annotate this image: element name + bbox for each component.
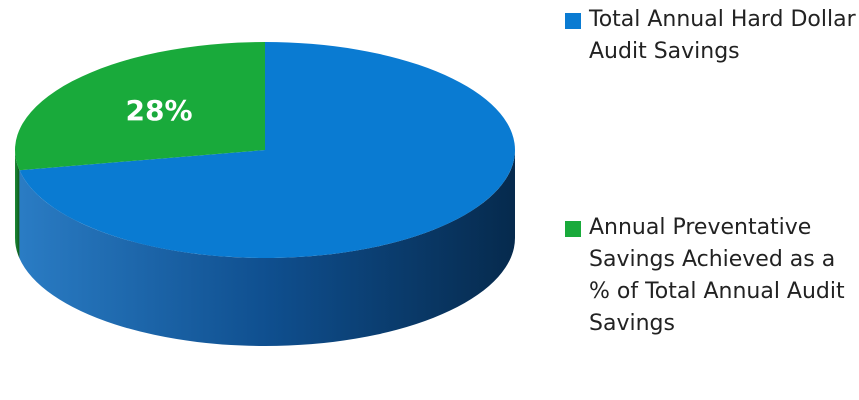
legend-label: Total Annual Hard Dollar Audit Savings [589,7,856,64]
legend-item: Total Annual Hard Dollar Audit Savings [565,4,857,68]
legend-swatch [565,221,581,237]
legend-label: Annual Preventative Savings Achieved as … [589,215,845,336]
data-label: 28% [126,94,193,127]
pie-side [19,150,516,347]
legend-item: Annual Preventative Savings Achieved as … [565,212,857,340]
pie-slice [19,42,515,258]
legend-swatch [565,13,581,29]
pie-slice [14,42,265,171]
pie-side [15,150,20,259]
